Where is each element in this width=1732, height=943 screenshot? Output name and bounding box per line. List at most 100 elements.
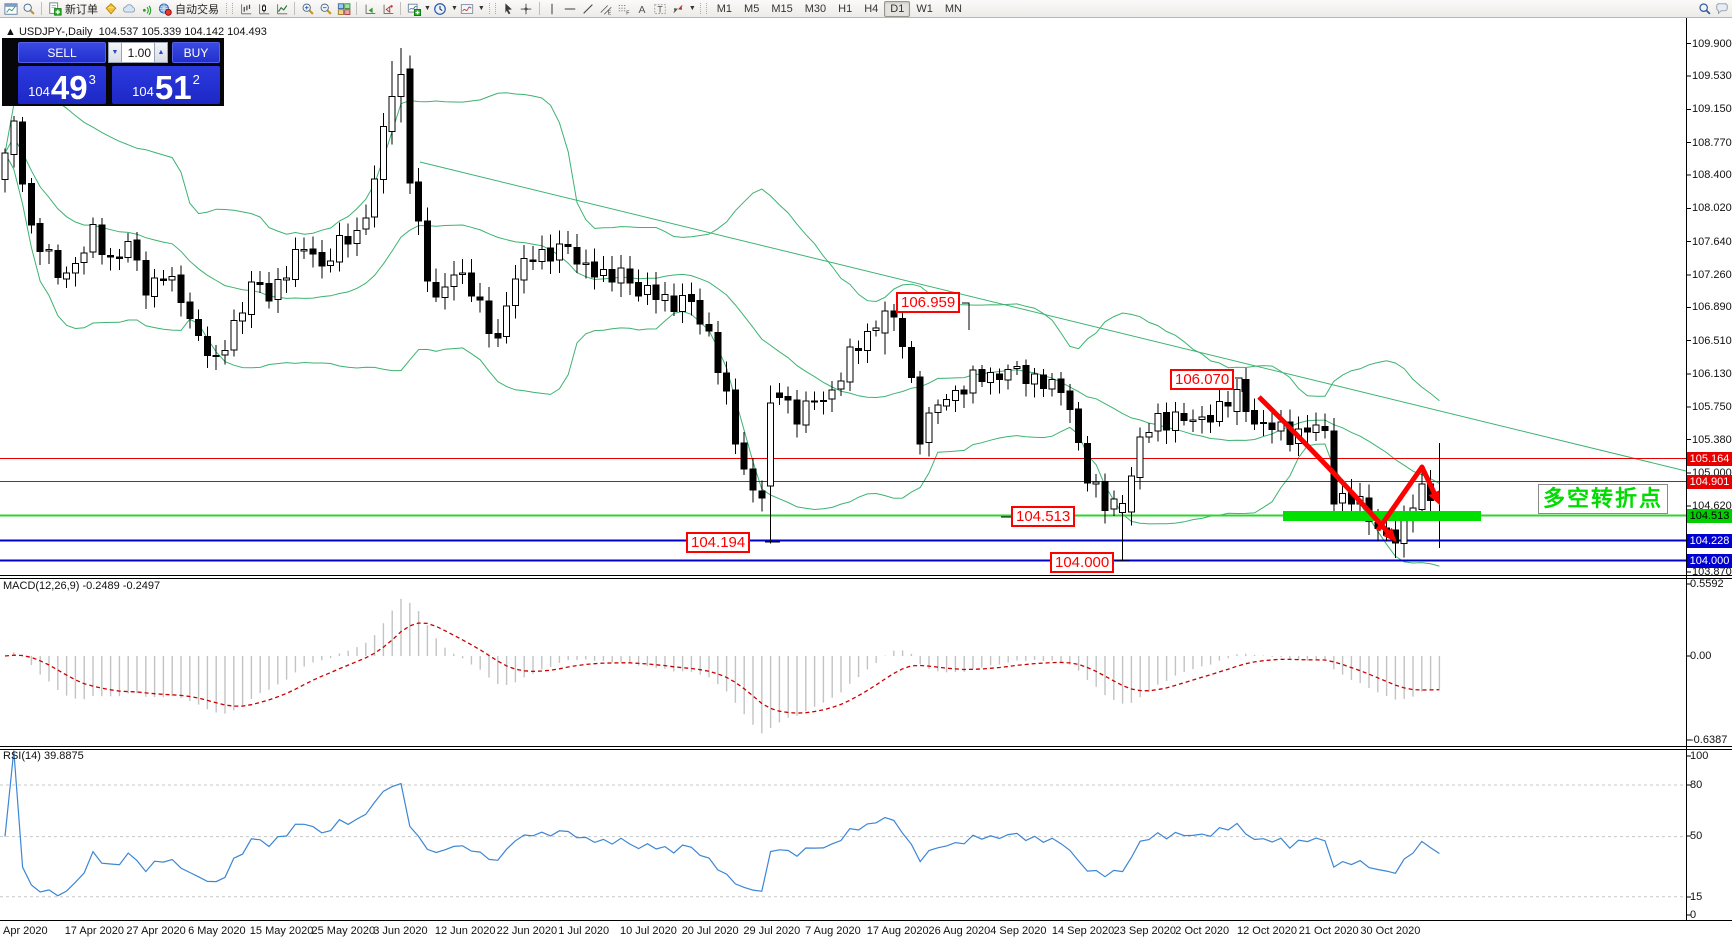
new-order-label[interactable]: 新订单 (65, 3, 98, 16)
autotrading-label[interactable]: 自动交易 (175, 3, 219, 16)
fibonacci-icon[interactable]: F (616, 1, 633, 17)
volume-stepper: ▼ ▲ (108, 42, 168, 63)
arrows-dropdown[interactable]: ▼ (688, 5, 696, 12)
cloud-icon[interactable] (120, 1, 137, 17)
price-tag-104.228: 104.228 (1687, 533, 1732, 548)
svg-text:T: T (658, 4, 664, 14)
arrows-tool-icon[interactable] (670, 1, 687, 17)
periods-clock-icon[interactable] (432, 1, 449, 17)
price-callout-104.000[interactable]: 104.000 (1050, 552, 1115, 573)
candlestick-type-icon[interactable] (255, 1, 272, 17)
timeframe-h4[interactable]: H4 (864, 2, 879, 15)
callout-connector (962, 302, 970, 330)
bollinger-upper (4, 91, 1440, 402)
red-arrow-annotation[interactable] (1257, 395, 1397, 543)
timeframe-m1[interactable]: M1 (716, 2, 733, 15)
ohlc-close: 104.493 (227, 26, 267, 38)
cursor-icon[interactable] (500, 1, 517, 17)
text-icon[interactable]: A (634, 1, 651, 17)
date-label: 22 Jun 2020 (496, 925, 558, 937)
autotrading-icon[interactable] (156, 1, 173, 17)
indicator-scale-value: 15 (1690, 891, 1703, 903)
text-label-icon[interactable]: T (652, 1, 669, 17)
line-chart-type-icon[interactable] (273, 1, 290, 17)
auto-scroll-icon[interactable] (361, 1, 378, 17)
date-label: 10 Jul 2020 (620, 925, 677, 937)
date-label: 4 Sep 2020 (990, 925, 1047, 937)
vertical-line-icon[interactable] (544, 1, 561, 17)
bollinger-middle (4, 135, 1440, 484)
one-click-trading-panel: SELL ▼ ▲ BUY 104 49 3 104 51 2 (2, 38, 224, 106)
price-callout-104.513[interactable]: 104.513 (1011, 506, 1076, 527)
timeframe-mn[interactable]: MN (944, 2, 962, 15)
date-label: 15 May 2020 (249, 925, 314, 937)
tile-windows-icon[interactable] (335, 1, 352, 17)
date-label: 30 Oct 2020 (1360, 925, 1421, 937)
toolbox-icon[interactable] (102, 1, 119, 17)
timeframe-m5[interactable]: M5 (744, 2, 760, 15)
price-callout-106.070[interactable]: 106.070 (1170, 369, 1235, 390)
price-callout-106.959[interactable]: 106.959 (896, 292, 961, 313)
toolbar-separator (400, 2, 401, 15)
sell-button[interactable]: SELL (18, 42, 106, 63)
timeframe-bar: M1 M5 M15 M30 H1 H4 D1 W1 MN (711, 0, 968, 17)
price-tick: 105.380 (1692, 433, 1732, 446)
timeframe-m15[interactable]: M15 (771, 2, 793, 15)
descending-trendline[interactable] (419, 161, 1687, 472)
price-tick: 106.510 (1692, 334, 1732, 347)
zoom-out-icon[interactable] (317, 1, 334, 17)
sell-price-box[interactable]: 104 49 3 (18, 66, 106, 104)
price-callout-104.194[interactable]: 104.194 (686, 532, 751, 553)
periods-dropdown[interactable]: ▼ (450, 5, 458, 12)
crosshair-icon[interactable] (518, 1, 535, 17)
buy-price-pip: 2 (192, 72, 200, 87)
volume-decrease-button[interactable]: ▼ (108, 42, 122, 63)
new-chart-icon[interactable] (405, 1, 422, 17)
date-label: 14 Sep 2020 (1051, 925, 1115, 937)
date-label: 25 May 2020 (311, 925, 376, 937)
timeframe-m30[interactable]: M30 (804, 2, 827, 15)
date-label: 3 Jun 2020 (373, 925, 428, 937)
toolbar-grip (488, 3, 496, 14)
indicators-dropdown[interactable]: ▼ (477, 5, 485, 12)
market-watch-icon[interactable] (20, 1, 37, 17)
zoom-in-icon[interactable] (299, 1, 316, 17)
channel-icon[interactable]: E (598, 1, 615, 17)
timeframe-w1[interactable]: W1 (916, 2, 933, 15)
trendline-icon[interactable] (580, 1, 597, 17)
new-order-icon[interactable] (46, 1, 63, 17)
indicators-icon[interactable] (459, 1, 476, 17)
timeframe-d1[interactable]: D1 (884, 0, 911, 17)
annotation-note[interactable]: 多空转折点 (1538, 484, 1669, 514)
panel-collapse-icon[interactable]: ▲ (5, 26, 16, 38)
buy-button[interactable]: BUY (172, 42, 220, 63)
buy-price-box[interactable]: 104 51 2 (112, 66, 220, 104)
horizontal-line-icon[interactable] (562, 1, 579, 17)
chat-icon[interactable] (1713, 1, 1730, 17)
ohlc-high: 105.339 (141, 26, 182, 38)
macd-histogram (13, 598, 1441, 734)
signal-icon[interactable] (138, 1, 155, 17)
red-arrow-annotation[interactable] (1375, 464, 1440, 532)
volume-increase-button[interactable]: ▲ (154, 42, 168, 63)
support-zone-rectangle[interactable] (1283, 511, 1481, 521)
price-tag-105.164: 105.164 (1687, 451, 1732, 466)
symbol-title: USDJPY-,Daily (18, 26, 93, 38)
indicator-scale-value: -0.6387 (1690, 734, 1728, 746)
date-label: 2 Oct 2020 (1175, 925, 1230, 937)
new-chart-dropdown[interactable]: ▼ (424, 5, 431, 12)
date-label: 21 Oct 2020 (1298, 925, 1359, 937)
bar-chart-type-icon[interactable] (237, 1, 254, 17)
price-tick: 109.530 (1692, 70, 1732, 83)
date-label: 17 Apr 2020 (64, 925, 125, 937)
volume-input[interactable] (122, 42, 154, 63)
timeframe-h1[interactable]: H1 (838, 2, 853, 15)
macd-label: MACD(12,26,9) -0.2489 -0.2497 (3, 580, 161, 592)
rsi-label: RSI(14) 39.8875 (3, 750, 84, 762)
search-icon[interactable] (1696, 1, 1713, 17)
chart-window-icon[interactable] (2, 1, 19, 17)
chart-shift-icon[interactable] (379, 1, 396, 17)
toolbar: 新订单 自动交易 ▼ ▼ ▼ E F A T ▼ (0, 0, 1732, 18)
